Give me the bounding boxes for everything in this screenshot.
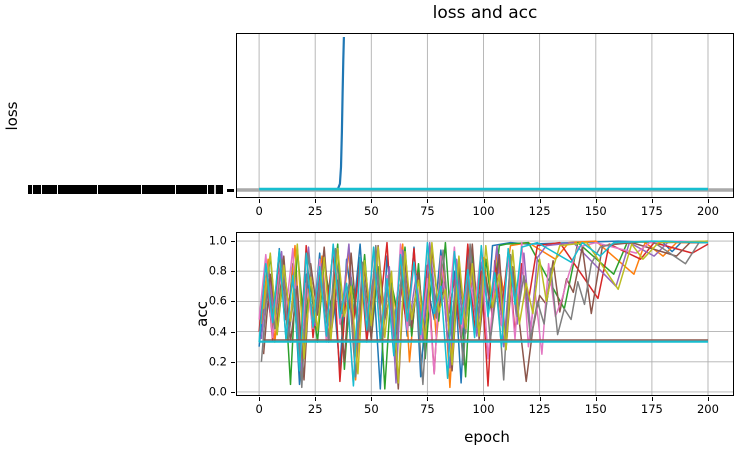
loss-xtick-label: 125 (528, 204, 551, 218)
loss-xtick-mark (483, 199, 485, 203)
loss-xtick-label: 75 (420, 204, 435, 218)
acc-xtick-label: 100 (472, 402, 495, 416)
acc-xtick-mark (314, 397, 316, 401)
acc-xtick-label: 175 (640, 402, 663, 416)
acc-ytick-mark (231, 241, 235, 242)
acc-ytick-label: 0.0 (208, 384, 227, 399)
acc-xtick-label: 75 (420, 402, 435, 416)
acc-ytick-mark (231, 271, 235, 272)
acc-ytick-mark (231, 392, 235, 393)
acc-xtick-mark (539, 397, 541, 401)
series-run-cyan (258, 240, 709, 387)
acc-ytick-label: 0.2 (208, 354, 227, 369)
acc-xtick-label: 50 (364, 402, 379, 416)
loss-xtick-label: 200 (696, 204, 719, 218)
loss-ytick-mark (227, 189, 234, 192)
acc-xtick-label: 125 (528, 402, 551, 416)
acc-ytick-label: 0.6 (208, 293, 227, 308)
loss-ytick-labels-overlapped-blob (28, 185, 223, 194)
loss-xtick-mark (258, 199, 260, 203)
acc-xtick-mark (595, 397, 597, 401)
series-run-olive (262, 240, 709, 384)
loss-xtick-label: 175 (640, 204, 663, 218)
acc-ytick-label: 0.4 (208, 324, 227, 339)
gridlines (258, 33, 709, 198)
loss-xtick-label: 50 (364, 204, 379, 218)
acc-plot (236, 232, 734, 396)
acc-ytick-label: 1.0 (208, 233, 227, 248)
figure-title: loss and acc (432, 3, 538, 23)
acc-ytick-mark (231, 362, 235, 363)
loss-xtick-label: 150 (584, 204, 607, 218)
axes-spines (236, 232, 734, 396)
acc-xtick-label: 200 (696, 402, 719, 416)
acc-ytick-mark (231, 332, 235, 333)
loss-xtick-mark (651, 199, 653, 203)
epoch-xlabel: epoch (464, 428, 510, 446)
loss-xtick-mark (595, 199, 597, 203)
series-run-gray (260, 240, 708, 389)
acc-xtick-mark (370, 397, 372, 401)
acc-xtick-label: 150 (584, 402, 607, 416)
acc-xtick-label: 0 (255, 402, 263, 416)
loss-xtick-mark (539, 199, 541, 203)
loss-xtick-mark (426, 199, 428, 203)
acc-xtick-mark (426, 397, 428, 401)
loss-plot (236, 33, 734, 198)
acc-ytick-mark (231, 301, 235, 302)
loss-ylabel: loss (3, 101, 21, 131)
series-run-blue-diverged (259, 36, 345, 192)
loss-xtick-label: 25 (307, 204, 323, 218)
acc-ytick-label: 0.8 (208, 263, 227, 278)
acc-xtick-mark (483, 397, 485, 401)
acc-xtick-mark (707, 397, 709, 401)
acc-xtick-label: 25 (307, 402, 323, 416)
loss-xtick-mark (370, 199, 372, 203)
loss-xtick-label: 100 (472, 204, 495, 218)
loss-xtick-mark (314, 199, 316, 203)
acc-xtick-mark (651, 397, 653, 401)
acc-xtick-mark (258, 397, 260, 401)
loss-xtick-label: 0 (255, 204, 263, 218)
loss-xtick-mark (707, 199, 709, 203)
axes-spines (236, 33, 734, 198)
